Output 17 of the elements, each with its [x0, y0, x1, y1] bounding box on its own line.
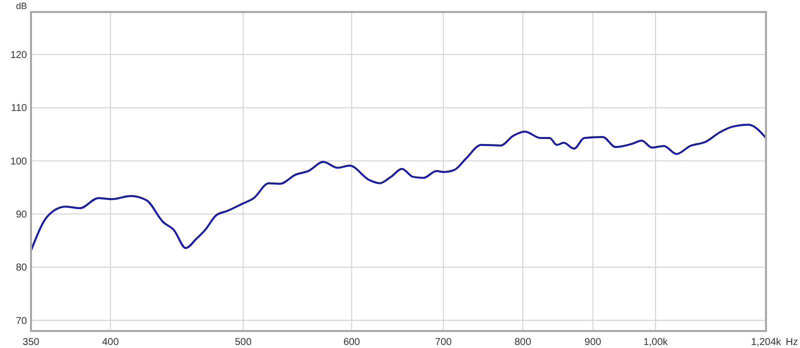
x-tick-label: 700	[435, 337, 452, 348]
x-tick-label: 800	[514, 337, 532, 348]
y-tick-label: 120	[10, 50, 28, 62]
x-tick-label: 500	[234, 337, 252, 348]
x-tick-label: 900	[584, 337, 602, 348]
x-tick-label: 600	[343, 337, 360, 348]
y-tick-label: 100	[10, 156, 28, 168]
x-tick-label: 400	[102, 337, 120, 348]
y-tick-label: 110	[11, 103, 28, 114]
y-tick-label: 70	[16, 316, 28, 327]
x-tick-label: 1,00k	[643, 337, 669, 348]
y-tick-label: 90	[16, 210, 28, 221]
x-axis-title: Hz	[786, 337, 798, 348]
x-tick-label: 350	[22, 337, 40, 348]
y-axis-title: dB	[16, 1, 27, 11]
x-tick-label: 1,204k	[750, 337, 782, 348]
y-tick-label: 80	[16, 262, 28, 274]
